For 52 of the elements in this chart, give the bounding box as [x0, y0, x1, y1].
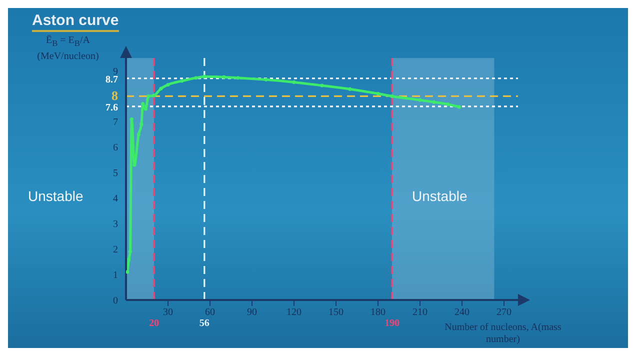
point [152, 94, 156, 98]
x-tick-label: 90 [247, 307, 257, 318]
point [140, 122, 144, 126]
point [130, 117, 134, 121]
x-axis-title: Number of nucleons, A(mass number) [444, 322, 562, 346]
ref-line-label: 56 [199, 318, 210, 329]
point [136, 132, 140, 136]
point [202, 74, 206, 78]
point [222, 75, 226, 79]
y-tick-label: 6 [113, 142, 118, 154]
point [180, 79, 184, 83]
point [348, 87, 352, 91]
point [432, 100, 436, 104]
ref-line-label: 8 [112, 88, 118, 104]
x-tick-label: 60 [205, 307, 215, 318]
point [127, 257, 131, 262]
point [141, 102, 145, 106]
point [166, 82, 170, 87]
point [236, 76, 240, 80]
y-tick-label: 3 [113, 219, 118, 230]
chart-title: Aston curve [32, 12, 119, 32]
x-tick-label: 150 [328, 307, 344, 318]
point [418, 98, 422, 102]
ref-line-label: 190 [384, 318, 400, 329]
y-tick-label: 1 [113, 270, 118, 282]
ref-line-label: 20 [149, 318, 159, 329]
x-tick-label: 120 [286, 307, 302, 318]
x-tick-label: 240 [454, 307, 470, 318]
y-tick-label: 0 [113, 296, 118, 307]
y-tick-label: 7 [113, 117, 118, 128]
point [390, 94, 394, 98]
x-tick-label: 210 [412, 307, 428, 318]
y-tick-label: 5 [113, 168, 118, 180]
point [126, 270, 130, 274]
x-tick-label: 30 [163, 307, 173, 318]
y-tick-label: 2 [113, 244, 118, 256]
x-tick-label: 180 [370, 307, 386, 318]
point [376, 92, 380, 96]
point [292, 80, 296, 84]
text: Unstable [28, 188, 84, 204]
point [320, 84, 324, 88]
point [146, 94, 150, 98]
point [457, 105, 461, 109]
point [446, 102, 450, 106]
annotation: Unstable [412, 188, 468, 204]
y-axis-title: Ē$_{B}$ = E$_{B}$/A (MeV/nucleon) [37, 35, 99, 62]
point [159, 86, 163, 90]
point [264, 78, 268, 82]
ref-line-label: 7.6 [106, 102, 118, 114]
point [194, 76, 198, 80]
y-tick-label: 4 [113, 194, 118, 205]
x-tick-label: 270 [496, 307, 512, 318]
